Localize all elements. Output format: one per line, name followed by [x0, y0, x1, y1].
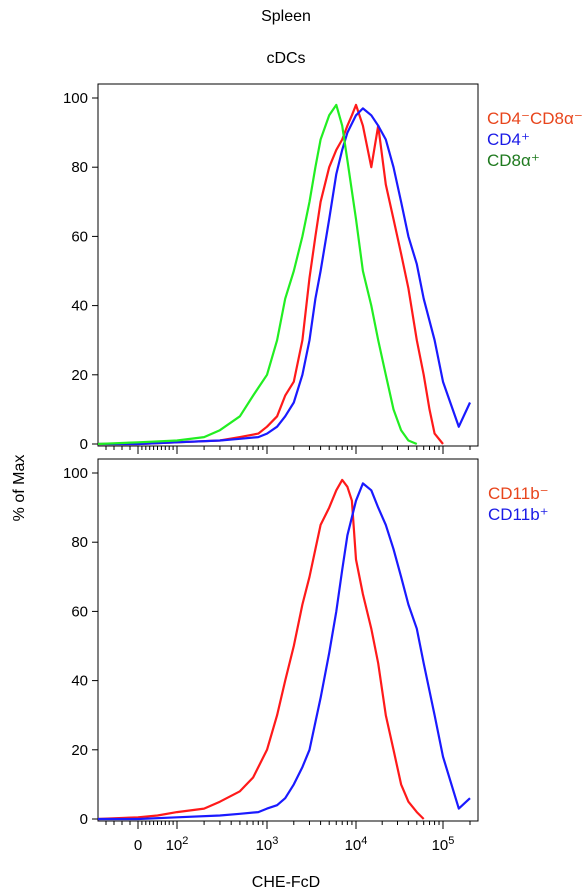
legend-entry: CD4⁺ [487, 130, 530, 149]
figure-title: Spleen [261, 8, 311, 25]
y-tick-label: 80 [71, 534, 88, 551]
legend-top: CD4⁻CD8α⁻ CD4⁺ CD8α⁺ [487, 109, 582, 170]
y-tick-label: 0 [80, 436, 88, 453]
plot-frame [97, 83, 479, 447]
x-tick-label: 104 [345, 835, 368, 854]
y-tick-label: 40 [71, 673, 88, 690]
series-line [98, 107, 471, 446]
y-tick-label: 100 [63, 90, 88, 107]
series-line [98, 482, 471, 821]
legend-bottom: CD11b⁻ CD11b⁺ [488, 484, 549, 524]
panel-bottom: 0 20 40 60 80 100 0 102 103 104 105 [63, 458, 479, 854]
y-tick-label: 80 [71, 159, 88, 176]
y-axis-label: % of Max [11, 455, 28, 522]
legend-entry: CD11b⁺ [488, 505, 549, 524]
x-axis-label: CHE-FcD [252, 874, 320, 891]
legend-entry: CD8α⁺ [487, 151, 540, 170]
figure-subtitle: cDCs [266, 50, 305, 67]
series-line [97, 103, 418, 446]
x-tick-label: 0 [134, 837, 142, 854]
series-line [97, 478, 425, 821]
x-tick-label: 105 [432, 835, 455, 854]
x-tick-label: 102 [166, 835, 189, 854]
plot-frame [97, 458, 479, 822]
y-tick-label: 60 [71, 603, 88, 620]
y-tick-label: 20 [71, 742, 88, 759]
legend-entry: CD11b⁻ [488, 484, 549, 503]
y-tick-label: 0 [80, 811, 88, 828]
y-tick-label: 100 [63, 465, 88, 482]
legend-entry: CD4⁻CD8α⁻ [487, 109, 582, 128]
x-tick-label: 103 [256, 835, 279, 854]
series-line [98, 103, 444, 446]
panel-top: 0 20 40 60 80 100 [63, 83, 479, 454]
y-tick-label: 20 [71, 367, 88, 384]
y-tick-label: 40 [71, 298, 88, 315]
y-tick-label: 60 [71, 228, 88, 245]
